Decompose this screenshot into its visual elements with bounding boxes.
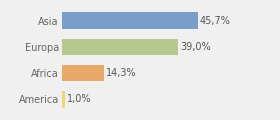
Bar [62, 91, 65, 108]
Text: 1,0%: 1,0% [67, 94, 91, 104]
Bar [62, 12, 198, 29]
Text: 14,3%: 14,3% [106, 68, 137, 78]
Text: 45,7%: 45,7% [200, 16, 231, 26]
Bar [62, 65, 104, 81]
Bar [62, 39, 178, 55]
Text: 39,0%: 39,0% [180, 42, 211, 52]
